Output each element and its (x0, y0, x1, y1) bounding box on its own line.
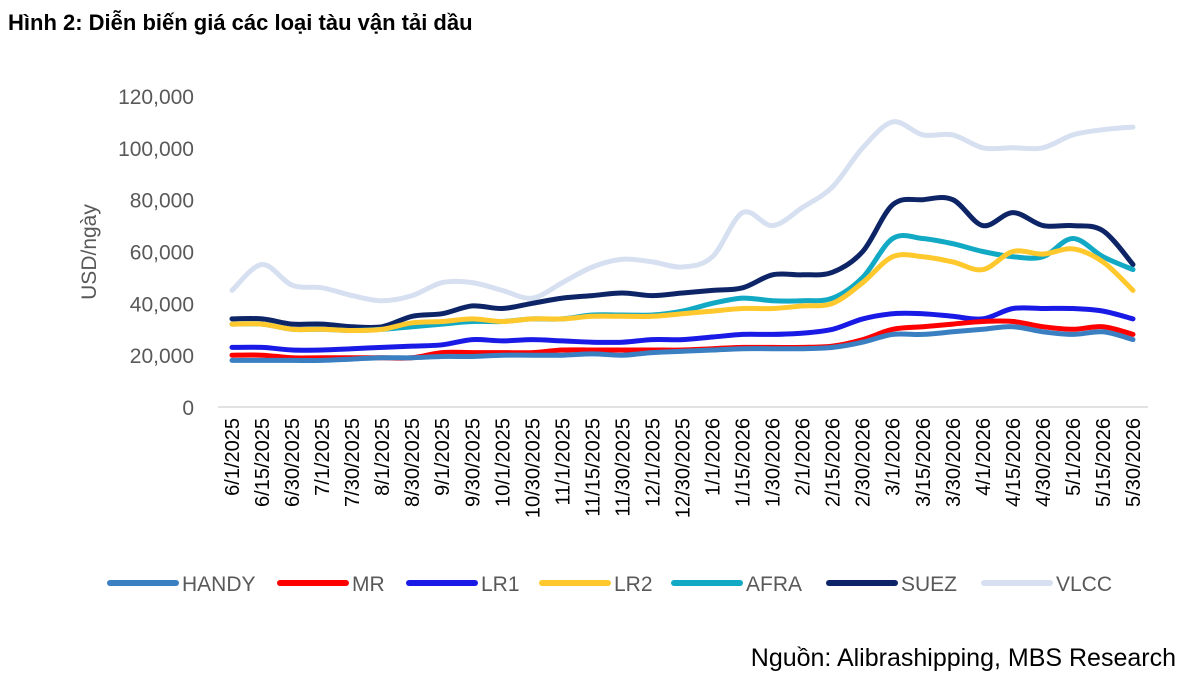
y-tick-label: 80,000 (130, 190, 194, 213)
x-tick-label: 12/30/2025 (673, 418, 695, 518)
x-tick-label: 11/30/2025 (612, 418, 634, 517)
x-tick-label: 1/1/2026 (703, 418, 725, 496)
x-tick-label: 2/1/2026 (793, 418, 815, 496)
legend: HANDY MR LR1 LR2 AFRA SUEZ VLCC (107, 573, 1112, 596)
x-tick-label: 7/30/2025 (342, 418, 364, 507)
y-tick-label: 20,000 (130, 345, 194, 368)
x-tick-label: 4/1/2026 (973, 418, 995, 496)
x-tick-label: 11/1/2025 (552, 418, 574, 506)
y-tick-label: 100,000 (118, 138, 194, 161)
x-tick-label: 2/15/2026 (823, 418, 845, 507)
series-line-lr2 (229, 246, 1136, 333)
x-tick-label: 9/30/2025 (462, 418, 484, 507)
x-tick-label: 1/30/2026 (763, 418, 785, 507)
legend-label-lr1: LR1 (481, 573, 520, 596)
x-tick-label: 12/1/2025 (642, 418, 664, 507)
x-tick-label: 6/15/2025 (252, 418, 274, 507)
x-tick-label: 5/15/2026 (1093, 418, 1115, 507)
x-tick-label: 5/30/2026 (1123, 418, 1145, 507)
x-tick-label: 10/1/2025 (492, 418, 514, 507)
x-tick-label: 10/30/2025 (522, 418, 544, 518)
figure-title: Hình 2: Diễn biến giá các loại tàu vận t… (8, 10, 473, 35)
series-lines (229, 119, 1136, 363)
x-tick-label: 11/15/2025 (582, 418, 604, 517)
y-axis-ticks: 0 20,000 40,000 60,000 80,000 100,000 120,000 (118, 86, 194, 420)
x-tick-label: 1/15/2026 (733, 418, 755, 507)
x-tick-label: 5/1/2026 (1063, 418, 1085, 496)
x-tick-label: 4/15/2026 (1003, 418, 1025, 507)
series-line-suez (229, 195, 1136, 331)
x-tick-label: 3/15/2026 (913, 418, 935, 507)
legend-label-vlcc: VLCC (1056, 573, 1112, 596)
y-tick-label: 40,000 (130, 293, 194, 316)
x-tick-label: 2/30/2026 (853, 418, 875, 507)
legend-label-mr: MR (352, 573, 385, 596)
x-tick-label: 3/1/2026 (883, 418, 905, 496)
x-tick-label: 8/1/2025 (372, 418, 394, 496)
legend-label-lr2: LR2 (614, 573, 653, 596)
x-axis-ticks: 6/1/2025 6/15/2025 6/30/2025 7/1/2025 7/30/2… (222, 418, 1145, 518)
y-tick-label: 120,000 (118, 86, 194, 109)
legend-label-handy: HANDY (182, 573, 256, 596)
x-tick-label: 9/1/2025 (432, 418, 454, 496)
legend-label-suez: SUEZ (901, 573, 957, 596)
x-tick-label: 7/1/2025 (312, 418, 334, 496)
legend-label-afra: AFRA (746, 573, 802, 596)
series-line-handy (229, 324, 1136, 363)
y-tick-label: 60,000 (130, 242, 194, 265)
x-tick-label: 6/30/2025 (282, 418, 304, 507)
y-axis-label-group: USD/ngày (78, 204, 101, 300)
x-tick-label: 3/30/2026 (943, 418, 965, 507)
source-note: Nguồn: Alibrashipping, MBS Research (750, 644, 1176, 672)
series-line-vlcc (229, 119, 1136, 304)
y-axis-label: USD/ngày (78, 204, 101, 300)
x-tick-label: 8/30/2025 (402, 418, 424, 507)
y-tick-label: 0 (182, 397, 194, 420)
x-tick-label: 4/30/2026 (1033, 418, 1055, 507)
series-line-lr1 (229, 305, 1136, 353)
x-tick-label: 6/1/2025 (222, 418, 244, 496)
